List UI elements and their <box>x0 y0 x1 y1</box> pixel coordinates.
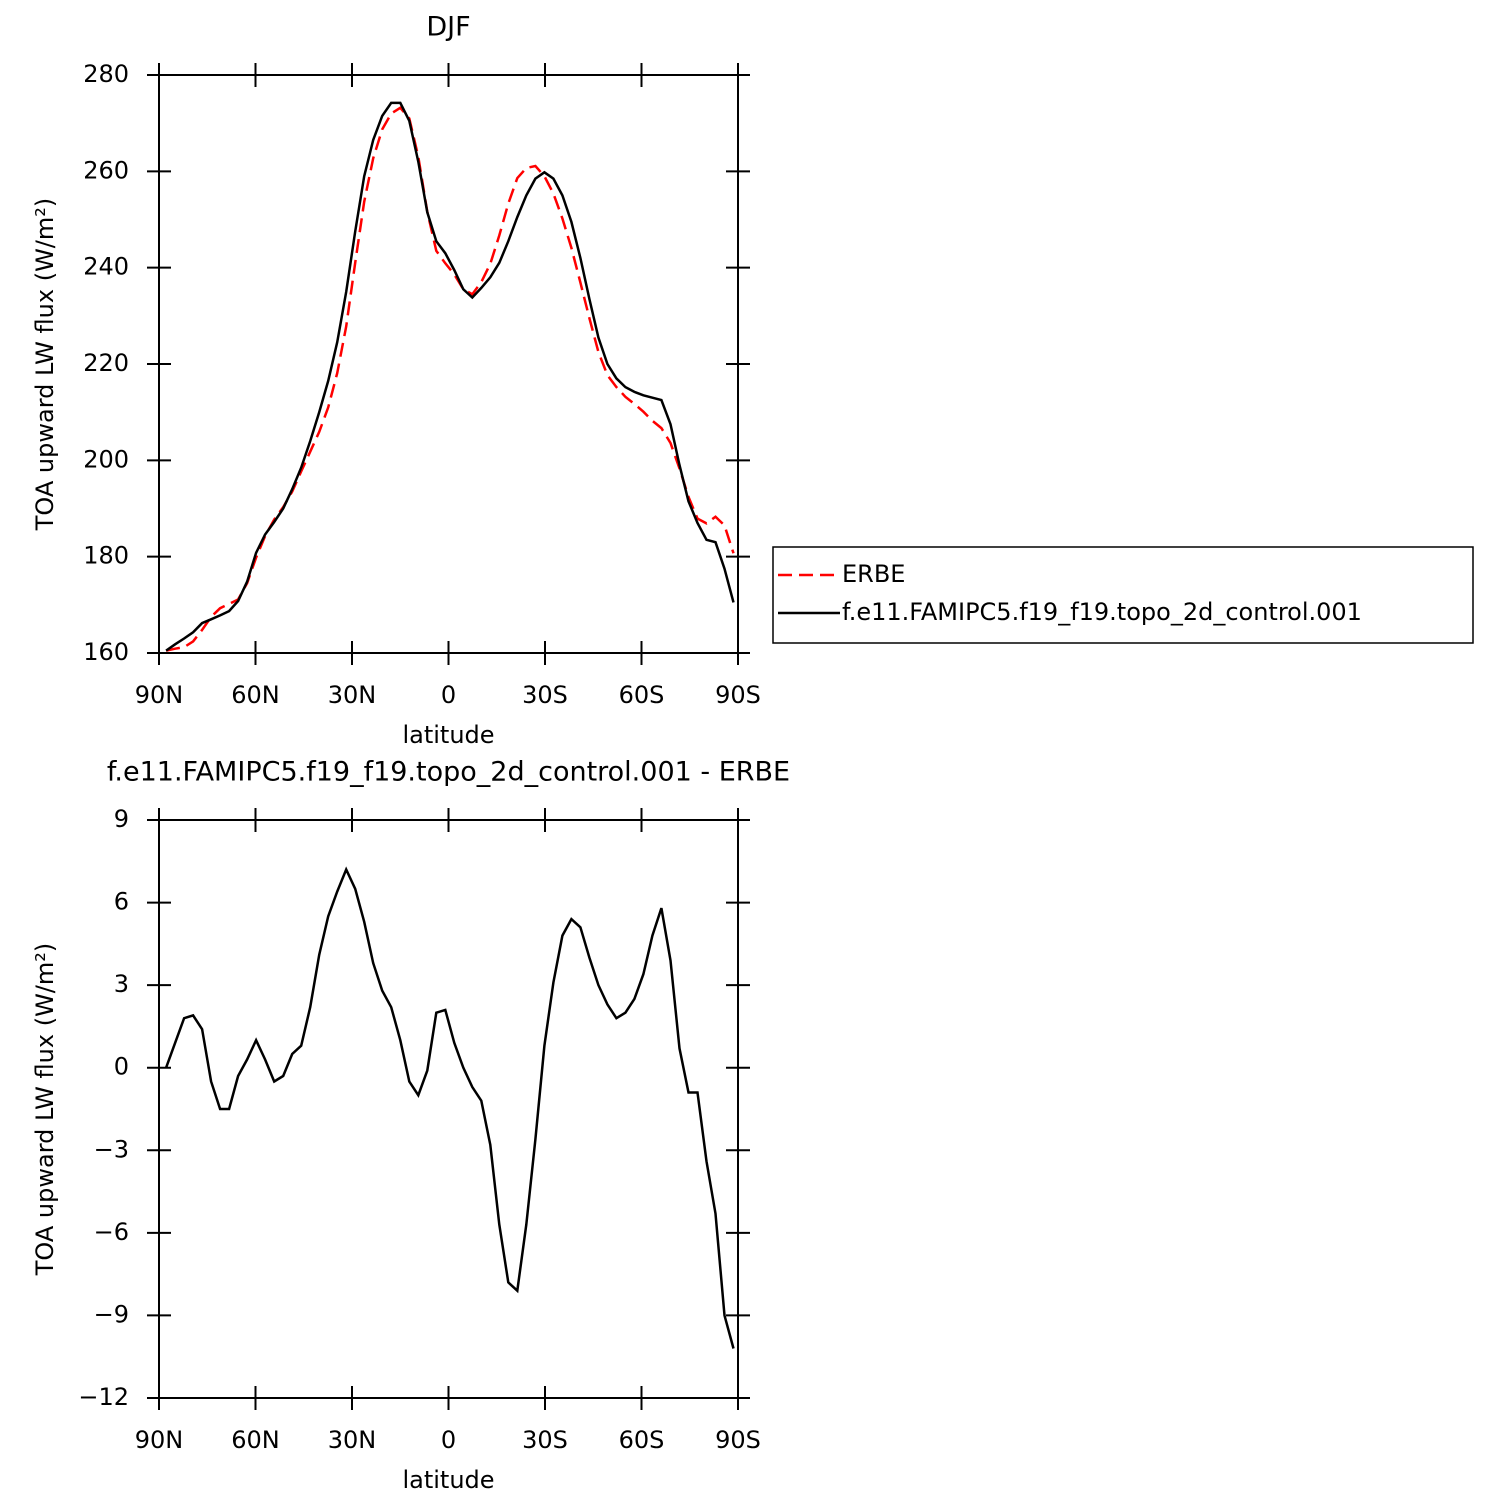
x-tick-label: 90N <box>135 1426 184 1454</box>
data-line <box>165 101 735 652</box>
legend-box <box>772 546 1474 644</box>
x-tick-label: 30N <box>328 681 377 709</box>
x-tick-label: 60N <box>231 681 280 709</box>
data-line <box>165 106 735 652</box>
y-tick-label: 240 <box>83 253 129 281</box>
y-tick-label: 160 <box>83 638 129 666</box>
x-tick-label: 60S <box>619 1426 665 1454</box>
y-tick-label: 200 <box>83 445 129 473</box>
y-tick-label: 280 <box>83 60 129 88</box>
data-line <box>164 866 735 1349</box>
y-tick-label: −12 <box>78 1383 129 1411</box>
y-axis-label: TOA upward LW flux (W/m²) <box>31 198 59 532</box>
x-tick-label: 90S <box>715 681 761 709</box>
y-tick-label: 3 <box>114 970 129 998</box>
y-tick-label: 220 <box>83 349 129 377</box>
x-tick-label: 90S <box>715 1426 761 1454</box>
x-axis-label: latitude <box>402 721 494 749</box>
x-tick-label: 30N <box>328 1426 377 1454</box>
x-axis-label: latitude <box>402 1466 494 1494</box>
chart-title: DJF <box>426 12 470 43</box>
y-tick-label: 260 <box>83 156 129 184</box>
y-tick-label: −3 <box>94 1135 129 1163</box>
x-tick-label: 90N <box>135 681 184 709</box>
plot-frame <box>158 819 739 1399</box>
y-tick-label: 180 <box>83 542 129 570</box>
legend-label: f.e11.FAMIPC5.f19_f19.topo_2d_control.00… <box>842 598 1362 626</box>
x-tick-label: 30S <box>522 1426 568 1454</box>
y-tick-label: −9 <box>94 1300 129 1328</box>
y-tick-label: 6 <box>114 888 129 916</box>
x-tick-label: 30S <box>522 681 568 709</box>
y-axis-label: TOA upward LW flux (W/m²) <box>31 943 59 1277</box>
y-tick-label: 0 <box>114 1053 129 1081</box>
y-tick-label: −6 <box>94 1218 129 1246</box>
plot-frame <box>158 74 739 654</box>
x-tick-label: 0 <box>441 1426 456 1454</box>
chart-title: f.e11.FAMIPC5.f19_f19.topo_2d_control.00… <box>107 757 790 788</box>
x-tick-label: 0 <box>441 681 456 709</box>
y-tick-label: 9 <box>114 805 129 833</box>
legend-label: ERBE <box>842 560 905 588</box>
x-tick-label: 60S <box>619 681 665 709</box>
x-tick-label: 60N <box>231 1426 280 1454</box>
